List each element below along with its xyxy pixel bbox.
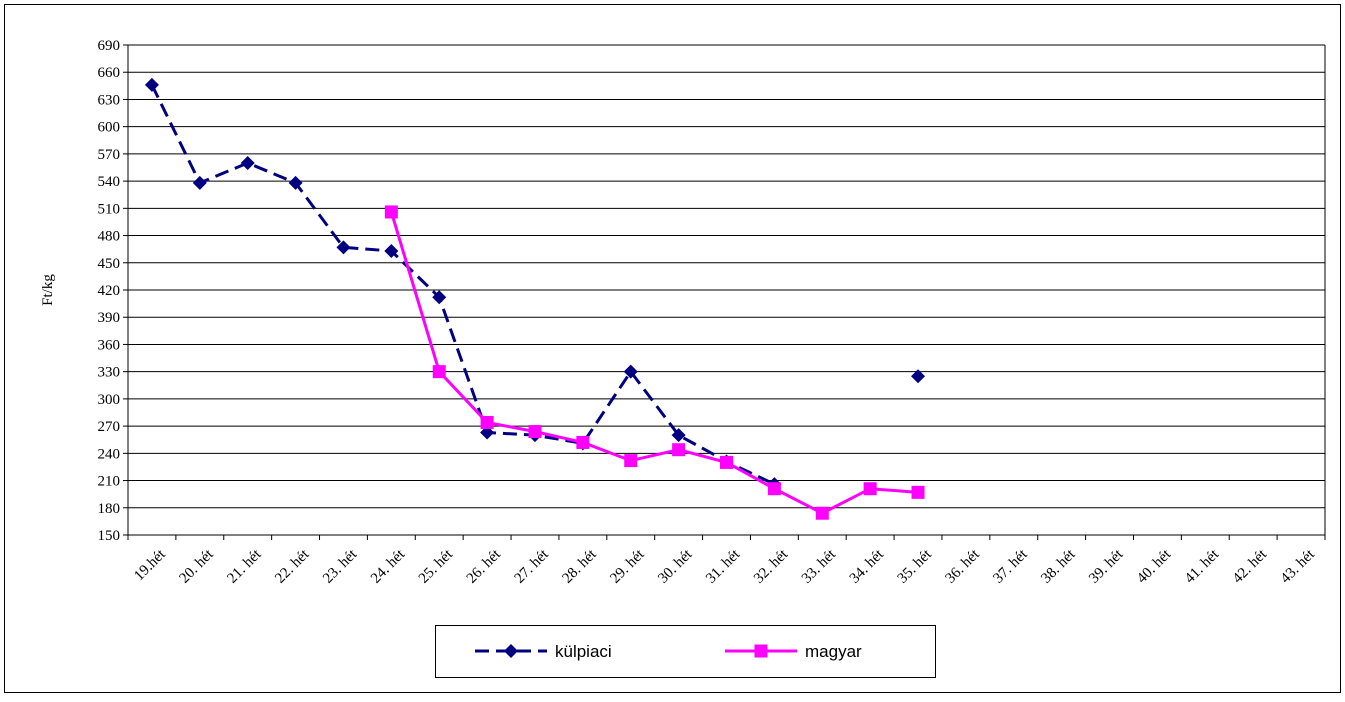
y-tick-label: 150 — [98, 528, 121, 544]
y-tick-label: 210 — [98, 474, 121, 490]
point — [576, 435, 590, 449]
point — [144, 77, 159, 92]
point — [863, 482, 877, 496]
y-tick-label: 480 — [98, 229, 121, 245]
y-tick-label: 630 — [98, 92, 121, 108]
point — [384, 205, 398, 219]
point — [288, 175, 303, 190]
point — [384, 243, 399, 258]
point — [480, 415, 494, 429]
point — [672, 443, 686, 457]
legend-label: külpiaci — [555, 642, 612, 661]
point — [432, 290, 447, 305]
y-tick-label: 420 — [98, 283, 121, 299]
legend-marker — [504, 644, 518, 658]
legend-marker — [754, 644, 768, 658]
y-tick-label: 300 — [98, 392, 121, 408]
point — [815, 506, 829, 520]
y-tick-label: 690 — [98, 38, 121, 54]
y-tick-label: 330 — [98, 365, 121, 381]
point — [432, 365, 446, 379]
point — [720, 455, 733, 469]
y-axis-label: Ft/kg — [40, 274, 56, 306]
legend-label: magyar — [805, 642, 862, 661]
y-tick-label: 660 — [98, 65, 121, 81]
y-tick-label: 240 — [98, 446, 121, 462]
point — [624, 454, 638, 468]
y-tick-label: 180 — [98, 501, 121, 517]
y-tick-label: 600 — [98, 120, 121, 136]
point — [336, 240, 351, 255]
y-tick-label: 270 — [98, 419, 121, 435]
point — [911, 369, 926, 384]
y-tick-label: 450 — [98, 256, 121, 272]
y-tick-label: 540 — [98, 174, 121, 190]
y-tick-label: 570 — [98, 147, 121, 163]
point — [240, 155, 255, 170]
y-tick-label: 360 — [98, 337, 121, 353]
point — [528, 425, 542, 439]
point — [911, 485, 925, 499]
point — [671, 428, 686, 443]
series-line — [389, 211, 919, 515]
y-tick-label: 510 — [98, 201, 121, 217]
y-tick-label: 390 — [98, 310, 121, 326]
point — [767, 482, 781, 496]
point — [192, 175, 207, 190]
chart-frame — [4, 4, 1341, 693]
point — [623, 364, 638, 379]
